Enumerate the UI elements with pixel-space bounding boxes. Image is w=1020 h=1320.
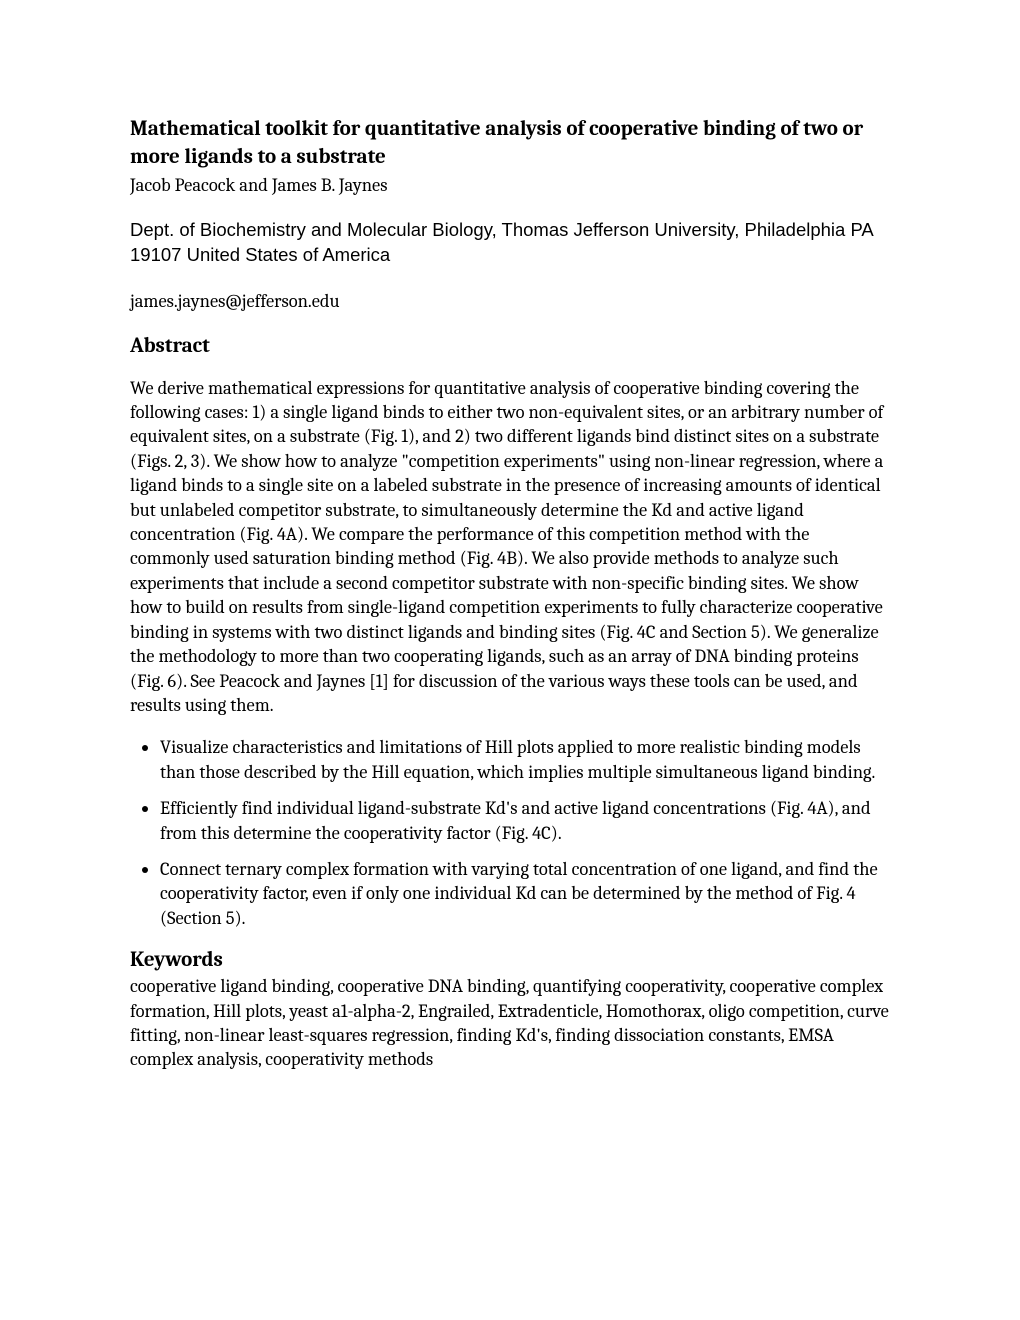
abstract-body: We derive mathematical expressions for q… xyxy=(130,376,890,718)
keywords-heading: Keywords xyxy=(130,948,890,972)
list-item: Visualize characteristics and limitation… xyxy=(160,735,890,784)
list-item: Connect ternary complex formation with v… xyxy=(160,857,890,930)
contact-email: james.jaynes@jefferson.edu xyxy=(130,290,890,312)
list-item: Efficiently find individual ligand-subst… xyxy=(160,796,890,845)
abstract-heading: Abstract xyxy=(130,334,890,358)
highlights-list: Visualize characteristics and limitation… xyxy=(130,735,890,930)
document-page: Mathematical toolkit for quantitative an… xyxy=(0,0,1020,1162)
affiliation-block: Dept. of Biochemistry and Molecular Biol… xyxy=(130,218,890,268)
paper-title: Mathematical toolkit for quantitative an… xyxy=(130,115,890,172)
keywords-body: cooperative ligand binding, cooperative … xyxy=(130,974,890,1072)
authors-line: Jacob Peacock and James B. Jaynes xyxy=(130,174,890,196)
